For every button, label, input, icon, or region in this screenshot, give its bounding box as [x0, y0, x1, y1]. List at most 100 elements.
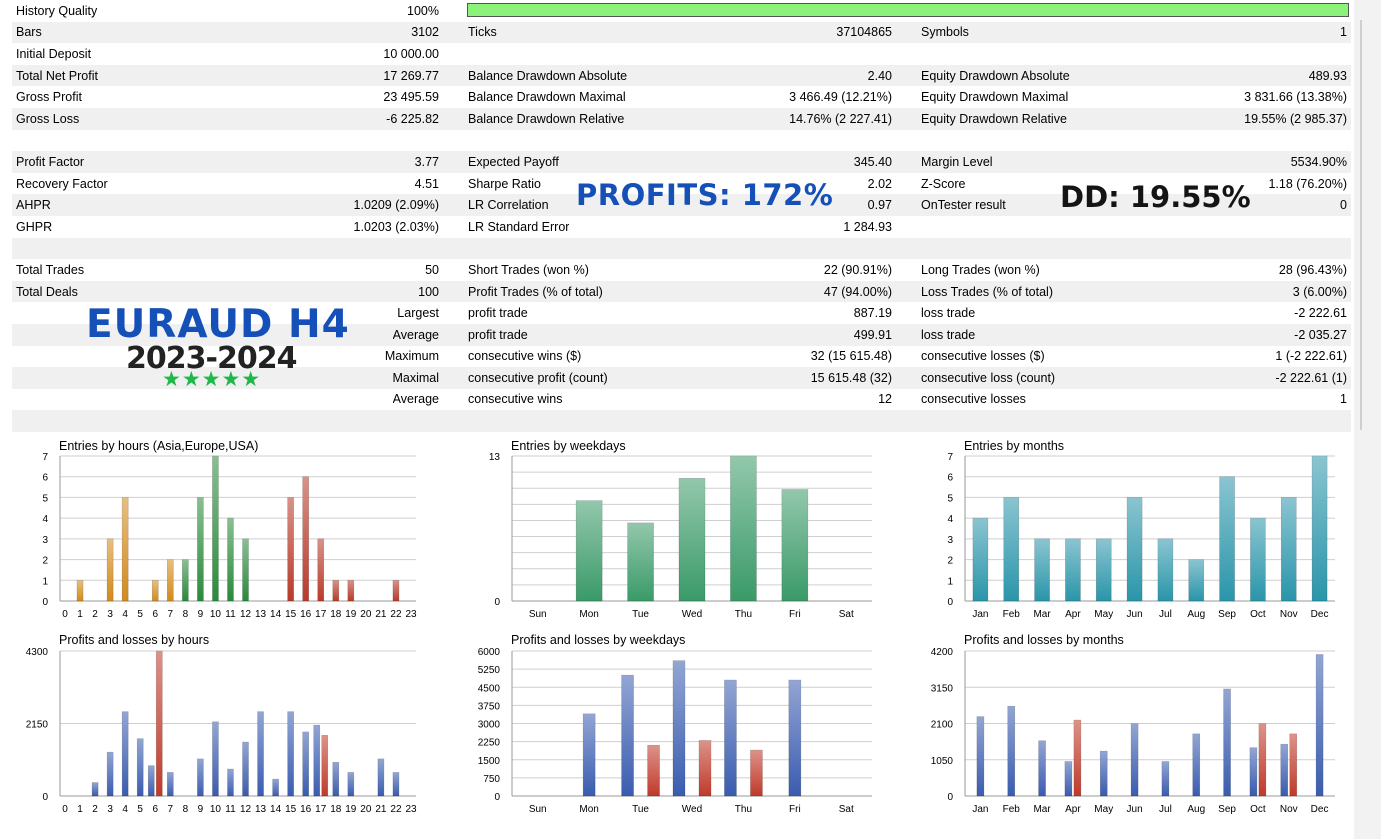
chart-bar-shine [1258, 723, 1266, 796]
y-tick-label: 6 [42, 473, 48, 484]
x-tick-label: May [1094, 609, 1113, 620]
chart-bar-shine [302, 731, 309, 796]
y-tick-label: 4200 [931, 647, 954, 658]
stat-label: Expected Payoff [468, 154, 559, 169]
chart-title: Entries by weekdays [511, 439, 626, 453]
chart-bar-shine [1127, 497, 1143, 601]
stat-value: 1.18 (76.20%) [1268, 176, 1347, 191]
report-row [12, 410, 1351, 432]
chart-bar-shine [122, 497, 129, 601]
x-tick-label: 5 [137, 609, 143, 620]
y-tick-label: 0 [947, 597, 953, 608]
stat-label: Equity Drawdown Maximal [921, 90, 1069, 105]
x-tick-label: Oct [1250, 804, 1266, 815]
x-tick-label: 21 [375, 609, 387, 620]
x-tick-label: 18 [330, 609, 342, 620]
chart-bar-shine [1038, 740, 1046, 796]
chart-bar-shine [1249, 747, 1257, 796]
stat-label: Total Deals [16, 284, 78, 299]
chart-bar-shine [1192, 733, 1200, 796]
chart-bar-shine [287, 497, 294, 601]
x-tick-label: Jan [972, 609, 988, 620]
scrollbar-thumb[interactable] [1360, 20, 1362, 430]
y-tick-label: 6000 [478, 647, 501, 658]
chart-bar-shine [392, 772, 399, 796]
stat-value: 23 495.59 [383, 90, 439, 105]
chart-bar-shine [730, 456, 757, 601]
chart-bar-shine [167, 559, 174, 601]
stat-label: Long Trades (won %) [921, 262, 1040, 277]
chart-bar-shine [750, 750, 763, 796]
chart-bar-shine [148, 765, 155, 796]
x-tick-label: 4 [122, 804, 128, 815]
chart-bar-shine [107, 538, 114, 601]
stat-label: loss trade [921, 327, 976, 342]
x-tick-label: Mon [579, 804, 598, 815]
stat-label: Equity Drawdown Relative [921, 111, 1067, 126]
x-tick-label: Sun [529, 804, 547, 815]
report-row: Profit Factor 3.77 Expected Payoff 345.40 Ma… [12, 151, 1351, 173]
x-tick-label: 20 [360, 804, 372, 815]
x-tick-label: 4 [122, 609, 128, 620]
y-tick-label: 6 [947, 473, 953, 484]
report-row: History Quality 100% [12, 0, 1351, 22]
stat-label: Total Net Profit [16, 68, 98, 83]
stat-value: 489.93 [1308, 68, 1347, 83]
chart-bar-shine [167, 772, 174, 796]
chart-bar-shine [1223, 688, 1231, 796]
x-tick-label: 1 [77, 804, 83, 815]
x-tick-label: Aug [1187, 804, 1205, 815]
x-tick-label: 14 [270, 804, 282, 815]
x-tick-label: Wed [682, 609, 702, 620]
x-tick-label: 9 [198, 609, 204, 620]
x-tick-label: Sep [1218, 609, 1236, 620]
stat-value: 3 466.49 (12.21%) [789, 90, 892, 105]
stat-value: -2 222.61 [1294, 306, 1347, 321]
stat-value: 17 269.77 [383, 68, 439, 83]
x-tick-label: Tue [632, 609, 649, 620]
chart-bar-shine [1131, 723, 1139, 796]
chart-bar-shine [332, 580, 339, 601]
x-tick-label: Jan [972, 804, 988, 815]
stat-label: Profit Trades (% of total) [468, 284, 603, 299]
chart-bar-shine [347, 580, 354, 601]
stat-value: 0 [1340, 198, 1347, 213]
chart-bar-shine [627, 522, 654, 601]
x-tick-label: Nov [1280, 804, 1298, 815]
x-tick-label: Mar [1033, 609, 1051, 620]
x-tick-label: 14 [270, 609, 282, 620]
stat-label: loss trade [921, 306, 976, 321]
report-row: Initial Deposit 10 000.00 [12, 43, 1351, 65]
y-tick-label: 3000 [478, 720, 501, 731]
x-tick-label: Dec [1311, 804, 1329, 815]
stat-value: 1.0209 (2.09%) [353, 198, 439, 213]
chart-bar-shine [182, 559, 189, 601]
vertical-scrollbar[interactable] [1354, 0, 1381, 839]
stat-label: GHPR [16, 219, 53, 234]
chart-bar-shine [317, 538, 324, 601]
x-tick-label: 22 [390, 609, 402, 620]
chart-title: Profits and losses by hours [59, 633, 209, 647]
x-tick-label: Jul [1159, 609, 1172, 620]
x-tick-label: 2 [92, 804, 98, 815]
stat-label: History Quality [16, 3, 98, 18]
x-tick-label: 13 [255, 609, 267, 620]
stat-value: 2.40 [867, 68, 892, 83]
x-tick-label: 11 [225, 609, 236, 620]
x-tick-label: 9 [198, 804, 204, 815]
stat-value: -2 035.27 [1294, 327, 1347, 342]
y-tick-label: 3750 [478, 701, 501, 712]
stat-label: AHPR [16, 198, 51, 213]
x-tick-label: 10 [210, 609, 222, 620]
x-tick-label: 16 [300, 804, 312, 815]
x-tick-label: Mar [1033, 804, 1051, 815]
chart-bar-shine [724, 680, 737, 796]
stat-label: Ticks [468, 25, 497, 40]
stat-value: -2 222.61 (1) [1275, 370, 1347, 385]
x-tick-label: Sat [839, 804, 854, 815]
stat-value: 100% [407, 3, 439, 18]
stat-label: Sharpe Ratio [468, 176, 541, 191]
x-tick-label: 15 [285, 609, 297, 620]
stat-value: 32 (15 615.48) [810, 349, 892, 364]
chart-bar-shine [1007, 706, 1015, 796]
